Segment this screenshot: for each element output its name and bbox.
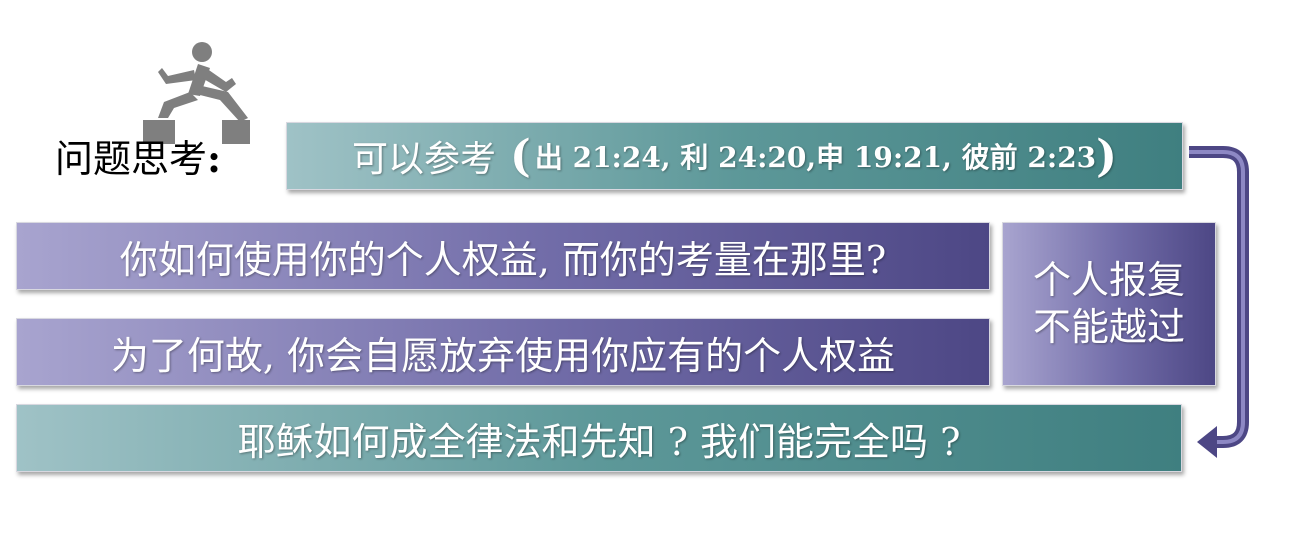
question-text-2: 为了何故, 你会自愿放弃使用你应有的个人权益 bbox=[110, 333, 896, 378]
reference-detail: 出 21:24, 利 24:20,申 19:21, 彼前 2:23 bbox=[534, 141, 1097, 174]
side-note-box: 个人报复 不能越过 bbox=[1002, 222, 1216, 386]
reference-open-paren: ( bbox=[510, 130, 531, 182]
question-text-1: 你如何使用你的个人权益, 而你的考量在那里? bbox=[119, 237, 887, 282]
reference-lead: 可以参考 bbox=[352, 139, 497, 180]
page-title-colon: : bbox=[207, 136, 222, 181]
curved-arrow-icon bbox=[1189, 146, 1249, 458]
reference-box: 可以参考 ( 出 21:24, 利 24:20,申 19:21, 彼前 2:23… bbox=[286, 122, 1183, 190]
question-box-3: 耶稣如何成全律法和先知 ? 我们能完全吗 ? bbox=[16, 404, 1182, 472]
question-text-3: 耶稣如何成全律法和先知 ? 我们能完全吗 ? bbox=[237, 419, 961, 464]
page-title-text: 问题思考 bbox=[55, 137, 208, 181]
side-note-line-2: 不能越过 bbox=[1032, 305, 1185, 349]
question-box-1: 你如何使用你的个人权益, 而你的考量在那里? bbox=[16, 222, 990, 290]
reference-close-paren: ) bbox=[1096, 130, 1117, 182]
hurdle-runner-icon bbox=[143, 42, 250, 144]
page-title: 问题思考: bbox=[55, 128, 221, 183]
question-box-2: 为了何故, 你会自愿放弃使用你应有的个人权益 bbox=[16, 318, 990, 386]
side-note-line-1: 个人报复 bbox=[1032, 257, 1185, 302]
